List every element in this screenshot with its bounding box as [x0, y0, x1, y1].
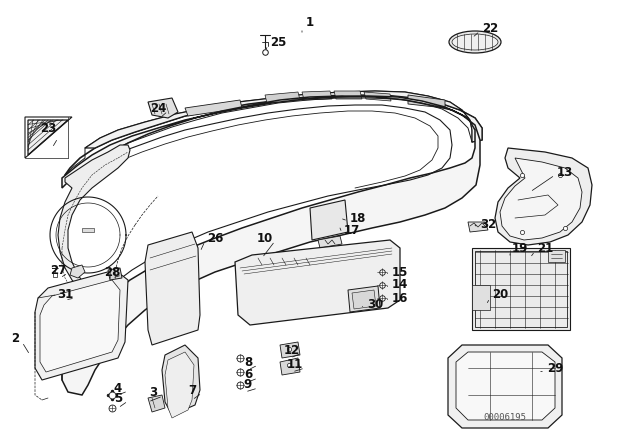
Text: 15: 15: [392, 266, 408, 279]
Polygon shape: [28, 120, 68, 155]
Polygon shape: [62, 96, 480, 395]
Text: 21: 21: [537, 241, 553, 254]
Polygon shape: [108, 268, 122, 280]
Text: 11: 11: [287, 358, 303, 371]
Polygon shape: [85, 91, 482, 148]
Text: 29: 29: [547, 362, 563, 375]
Text: 25: 25: [270, 35, 286, 48]
Polygon shape: [235, 240, 400, 325]
Text: 6: 6: [244, 369, 252, 382]
Polygon shape: [472, 285, 490, 310]
Text: 23: 23: [40, 121, 56, 134]
FancyBboxPatch shape: [324, 211, 331, 225]
Text: 12: 12: [284, 344, 300, 357]
Text: 19: 19: [512, 241, 528, 254]
Polygon shape: [35, 270, 128, 380]
Polygon shape: [364, 92, 391, 101]
Text: 4: 4: [114, 382, 122, 395]
Text: 30: 30: [367, 298, 383, 311]
Text: 3: 3: [149, 387, 157, 400]
Polygon shape: [456, 352, 555, 420]
Text: 17: 17: [344, 224, 360, 237]
Polygon shape: [348, 286, 380, 312]
Polygon shape: [408, 95, 445, 108]
Ellipse shape: [449, 31, 501, 53]
Text: 26: 26: [207, 232, 223, 245]
Polygon shape: [265, 92, 300, 103]
Polygon shape: [302, 91, 332, 100]
Polygon shape: [58, 145, 130, 295]
Polygon shape: [352, 290, 376, 309]
Polygon shape: [165, 352, 194, 418]
Polygon shape: [448, 345, 562, 428]
Text: 22: 22: [482, 22, 498, 34]
Text: 7: 7: [188, 383, 196, 396]
Polygon shape: [82, 228, 94, 232]
Polygon shape: [40, 280, 120, 372]
Text: 24: 24: [150, 102, 166, 115]
FancyBboxPatch shape: [334, 212, 341, 226]
Text: 9: 9: [244, 379, 252, 392]
Text: 27: 27: [50, 263, 66, 276]
Polygon shape: [310, 200, 348, 240]
Text: 20: 20: [492, 289, 508, 302]
Polygon shape: [472, 248, 570, 330]
Text: 5: 5: [114, 392, 122, 405]
Polygon shape: [148, 98, 178, 118]
Polygon shape: [500, 158, 582, 240]
Polygon shape: [334, 91, 362, 99]
Text: 18: 18: [350, 211, 366, 224]
Polygon shape: [185, 100, 242, 116]
Polygon shape: [70, 265, 85, 278]
Text: 32: 32: [480, 219, 496, 232]
Polygon shape: [280, 342, 300, 358]
Text: 13: 13: [557, 165, 573, 178]
Text: 8: 8: [244, 356, 252, 369]
FancyBboxPatch shape: [314, 210, 321, 224]
Text: 16: 16: [392, 292, 408, 305]
Polygon shape: [162, 345, 200, 415]
Text: 2: 2: [11, 332, 19, 345]
Text: 00006195: 00006195: [483, 414, 527, 422]
Polygon shape: [148, 395, 165, 412]
Polygon shape: [318, 236, 342, 248]
Text: 31: 31: [57, 289, 73, 302]
Text: 14: 14: [392, 279, 408, 292]
Polygon shape: [548, 250, 565, 262]
Text: 10: 10: [257, 232, 273, 245]
Polygon shape: [468, 222, 488, 232]
Polygon shape: [145, 232, 200, 345]
Polygon shape: [495, 148, 592, 245]
Polygon shape: [280, 358, 300, 375]
Ellipse shape: [452, 34, 498, 50]
Text: 1: 1: [306, 16, 314, 29]
Text: 28: 28: [104, 266, 120, 279]
